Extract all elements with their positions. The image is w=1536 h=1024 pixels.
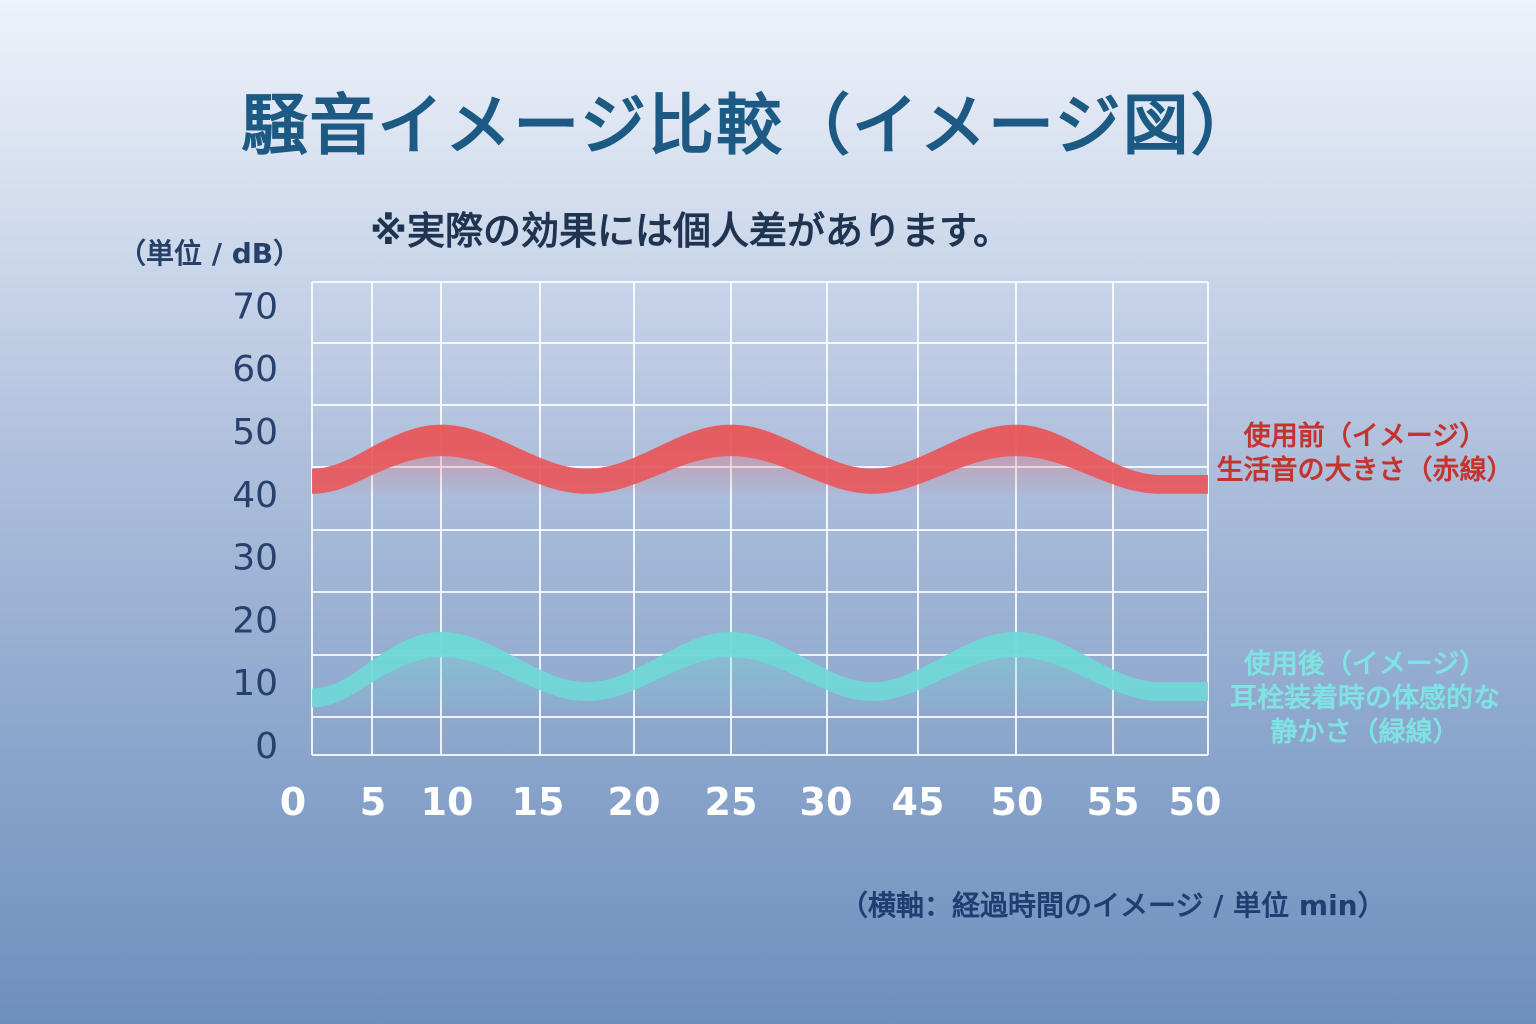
legend-before-line-1: 使用前（イメージ） xyxy=(1243,421,1487,452)
x-tick-label: 30 xyxy=(800,780,853,824)
legend-after-line-1: 使用後（イメージ） xyxy=(1243,649,1487,680)
y-tick-label: 60 xyxy=(232,349,278,390)
legend-before: 使用前（イメージ） 生活音の大きさ（赤線） xyxy=(1210,420,1520,488)
legend-before-line-2: 生活音の大きさ（赤線） xyxy=(1216,455,1514,486)
legend-after-line-2: 耳栓装着時の体感的な xyxy=(1230,683,1500,714)
x-tick-label: 0 xyxy=(280,780,306,824)
disclaimer-subtitle: ※実際の効果には個人差があります。 xyxy=(370,209,1012,253)
y-tick-label: 40 xyxy=(232,475,278,516)
x-tick-label: 55 xyxy=(1087,780,1140,824)
x-tick-label: 45 xyxy=(892,780,945,824)
x-tick-label: 50 xyxy=(991,780,1044,824)
y-tick-label: 10 xyxy=(232,663,278,704)
x-tick-label: 25 xyxy=(705,780,758,824)
x-tick-label: 50 xyxy=(1169,780,1222,824)
after-series-band xyxy=(312,631,1208,708)
x-tick-label: 15 xyxy=(512,780,565,824)
y-tick-label: 50 xyxy=(232,412,278,453)
chart-title: 騒音イメージ比較（イメージ図） xyxy=(241,87,1259,164)
y-tick-label: 70 xyxy=(232,286,278,327)
x-tick-label: 20 xyxy=(608,780,661,824)
before-series-band xyxy=(312,424,1208,494)
x-tick-label: 10 xyxy=(421,780,474,824)
legend-after: 使用後（イメージ） 耳栓装着時の体感的な 静かさ（緑線） xyxy=(1210,648,1520,750)
legend-after-line-3: 静かさ（緑線） xyxy=(1270,717,1460,748)
y-tick-label: 20 xyxy=(232,600,278,641)
x-axis-label: （横軸：経過時間のイメージ / 単位 min） xyxy=(840,889,1386,922)
y-axis-label: （単位 / dB） xyxy=(118,237,302,270)
y-tick-label: 30 xyxy=(232,538,278,579)
y-tick-label: 0 xyxy=(255,726,278,767)
x-tick-label: 5 xyxy=(360,780,386,824)
